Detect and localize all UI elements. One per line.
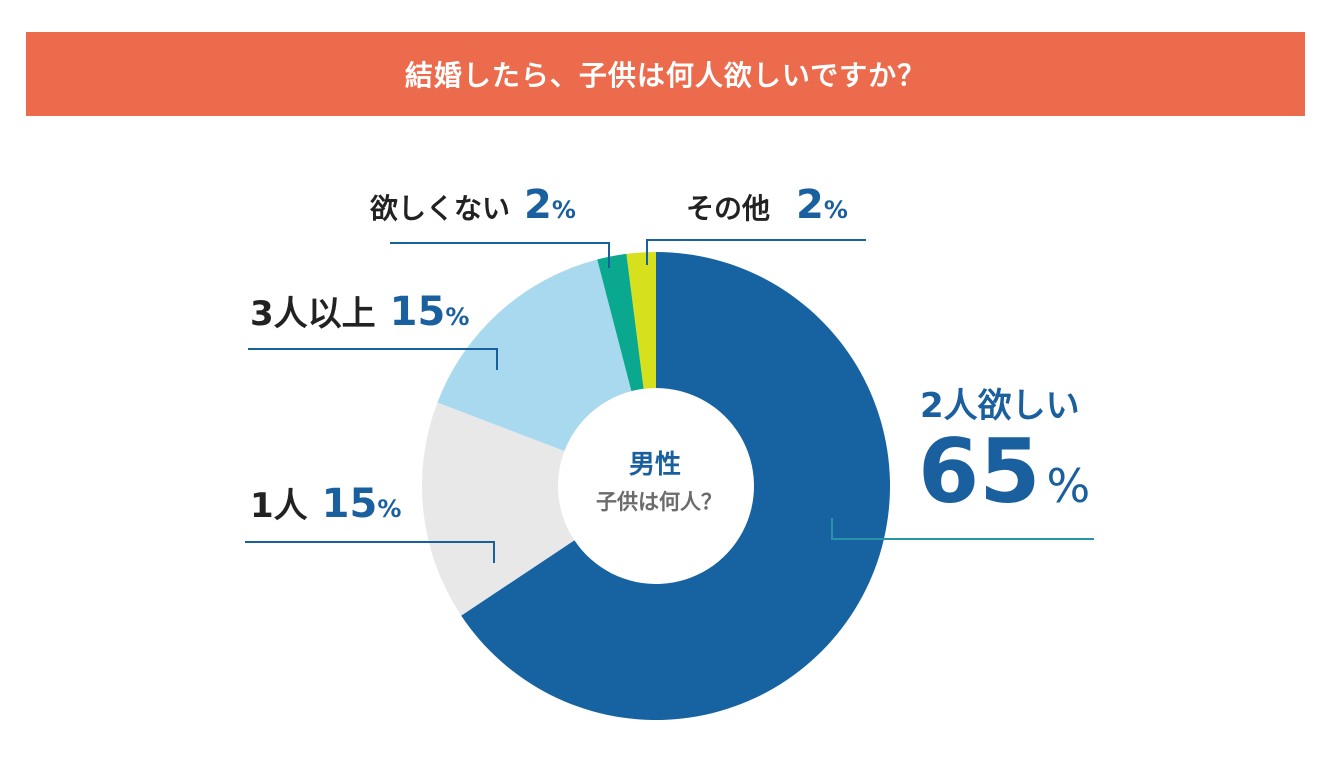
- label-one-value: 15: [321, 481, 378, 527]
- label-none: 欲しくない 2 %: [370, 182, 576, 228]
- label-three-unit: %: [445, 303, 470, 331]
- leader-line-none: [390, 242, 610, 268]
- label-two-value: 65: [918, 420, 1041, 523]
- center-label-main: 男性: [629, 450, 681, 480]
- center-label-sub: 子供は何人？: [596, 490, 722, 514]
- label-one: 1人 15 %: [250, 478, 401, 527]
- leader-line-one: [245, 541, 495, 563]
- label-other-unit: %: [823, 196, 848, 224]
- label-two-name-wrap: 2人欲しい: [920, 378, 1080, 427]
- slice-4: [597, 253, 644, 392]
- slice-0: [626, 252, 656, 389]
- donut-slices: [422, 252, 890, 721]
- label-none-name: 欲しくない: [370, 192, 511, 225]
- label-other-name: その他: [686, 192, 771, 225]
- leader-lines: [245, 239, 1094, 563]
- label-two-name: 2人欲しい: [920, 386, 1080, 426]
- slice-3: [437, 259, 632, 452]
- label-two-value-wrap: 65 %: [918, 428, 1090, 516]
- label-other: その他 2 %: [686, 182, 848, 228]
- label-one-unit: %: [377, 495, 402, 523]
- label-one-name: 1人: [250, 486, 308, 526]
- label-three-name: 3人以上: [250, 294, 376, 334]
- slice-1: [461, 252, 890, 721]
- leader-line-other: [646, 239, 866, 265]
- label-three-value: 15: [389, 289, 446, 335]
- label-two-unit: %: [1046, 459, 1091, 513]
- label-none-unit: %: [551, 196, 576, 224]
- leader-line-two: [831, 518, 1094, 540]
- header-title: 結婚したら、子供は何人欲しいですか？: [404, 59, 927, 92]
- label-three: 3人以上 15 %: [250, 286, 469, 335]
- leader-line-three: [248, 348, 498, 370]
- header-banner: 結婚したら、子供は何人欲しいですか？: [26, 32, 1305, 116]
- label-none-value: 2: [524, 182, 552, 228]
- label-other-value: 2: [796, 182, 824, 228]
- slice-2: [422, 402, 575, 616]
